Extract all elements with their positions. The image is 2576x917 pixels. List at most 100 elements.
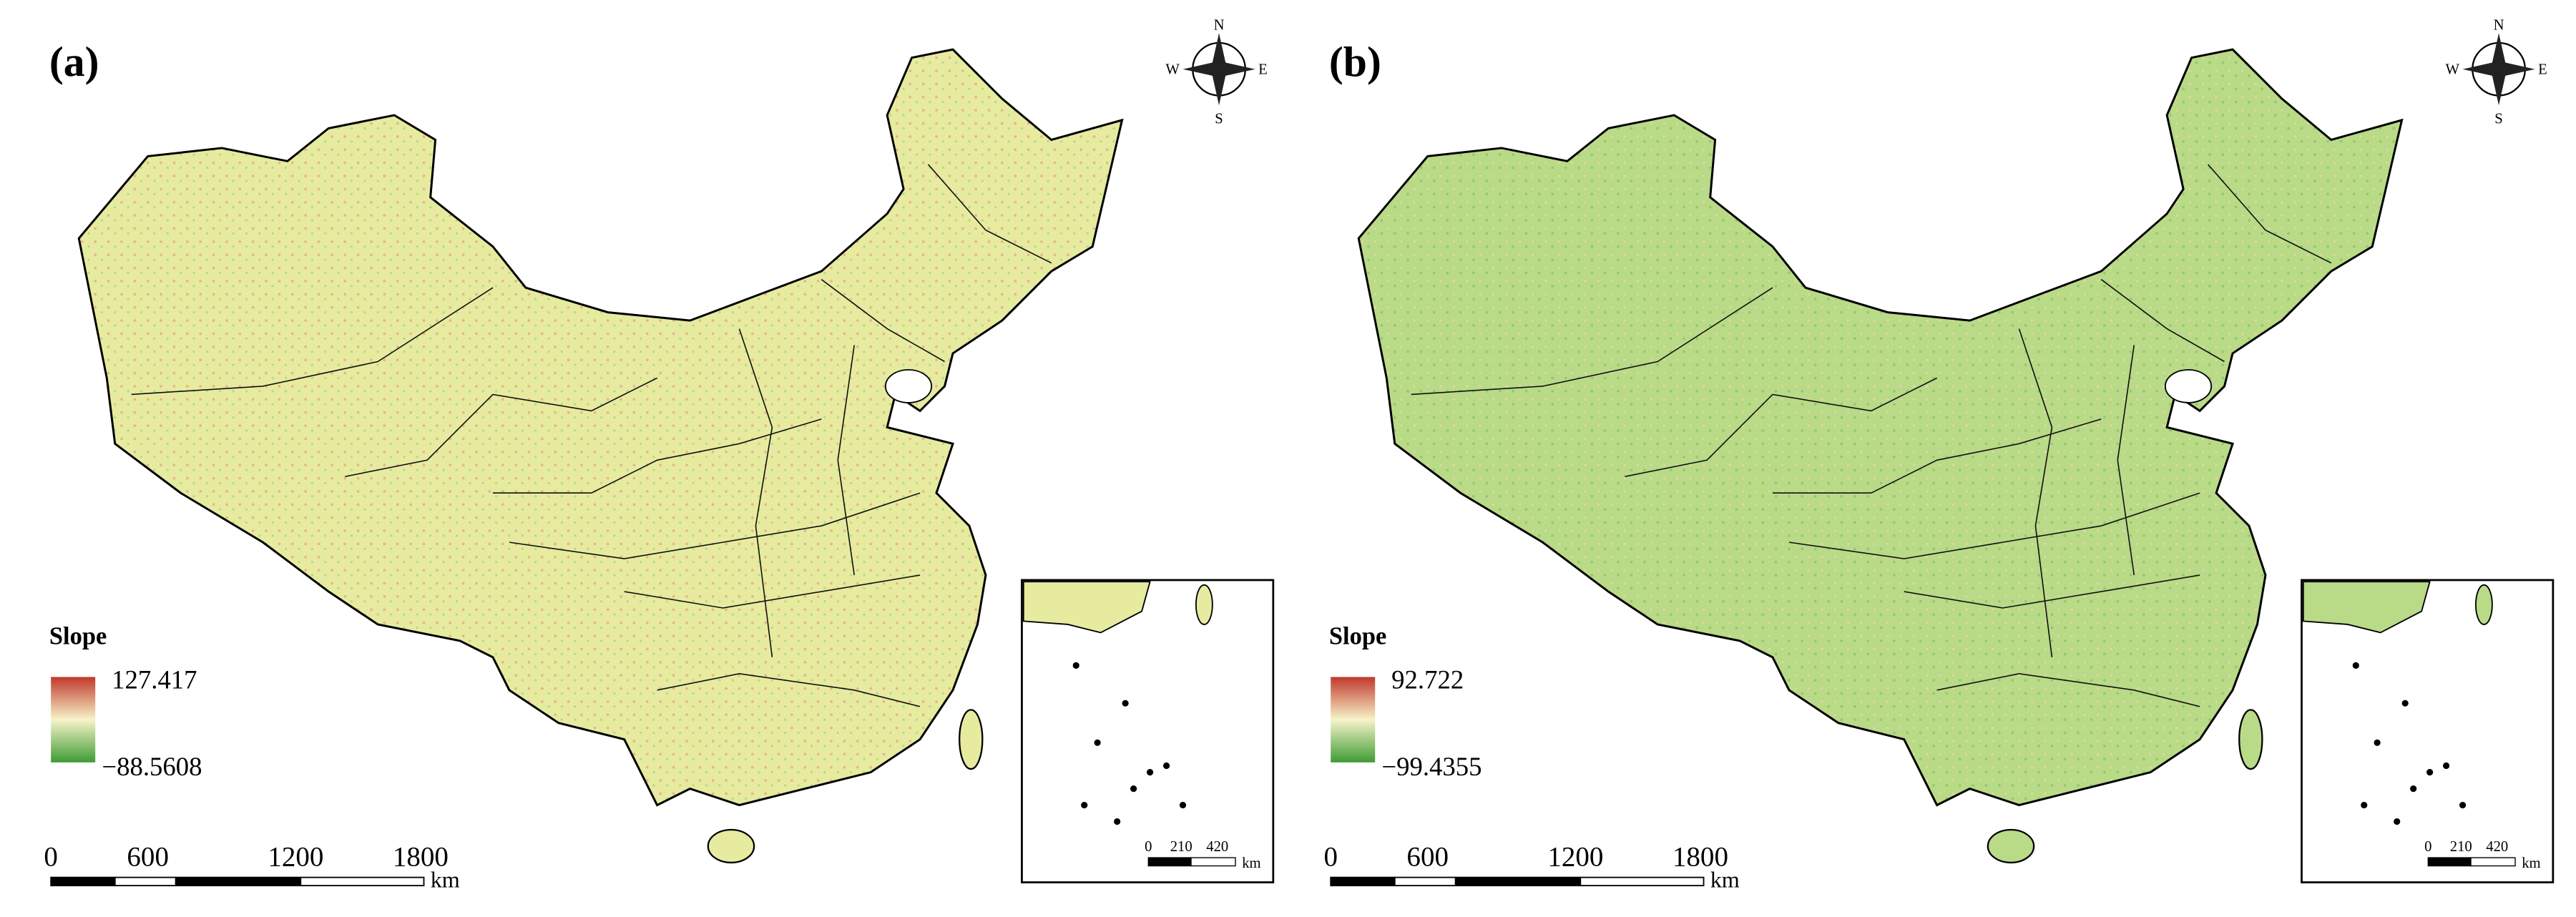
inset-scale-white <box>1190 857 1236 867</box>
inset-island <box>1179 801 1187 809</box>
province-border <box>1788 492 2200 559</box>
inset-scale-black <box>1147 857 1192 867</box>
hainan <box>707 828 755 864</box>
inset-island <box>1162 762 1170 770</box>
compass-w: W <box>1165 62 1180 78</box>
legend-colorbar <box>1331 677 1376 762</box>
scale-segment <box>114 876 177 887</box>
compass-n: N <box>2494 18 2504 34</box>
scale-tick-label: 600 <box>1406 842 1449 873</box>
inset-island <box>2401 700 2409 707</box>
inset-island <box>2352 662 2359 669</box>
taiwan <box>2238 709 2263 770</box>
inset: 0 210 420 km <box>1021 579 1275 883</box>
inset-island <box>2459 801 2467 809</box>
inset-coast <box>1022 581 1151 634</box>
inset-scale-tick-label: 0 <box>2424 839 2431 855</box>
province-border <box>2018 328 2053 657</box>
legend-min: −99.4355 <box>1381 752 1482 781</box>
hainan <box>1987 828 2035 864</box>
inset-island <box>2374 739 2381 746</box>
inset-island <box>2410 785 2417 793</box>
scale-tick-label: 1800 <box>393 842 449 873</box>
scale-segment <box>50 876 116 887</box>
inset-island <box>2394 818 2401 825</box>
panel-label: (b) <box>1329 38 1381 85</box>
province-border <box>345 377 657 478</box>
scale-segment <box>1394 876 1456 887</box>
inset-island <box>2442 762 2450 770</box>
province-border <box>509 492 921 559</box>
compass-w: W <box>2445 62 2459 78</box>
taiwan <box>959 709 984 770</box>
province-border <box>821 279 945 363</box>
inset-scale-tick-label: 210 <box>2450 839 2472 855</box>
scale-segment <box>1330 876 1396 887</box>
province-border <box>1772 418 2102 494</box>
legend-max: 92.722 <box>1391 665 1464 695</box>
scale-unit: km <box>1710 866 1740 892</box>
inset-island <box>1114 818 1121 825</box>
bohai-sea <box>2164 369 2213 403</box>
legend-max: 127.417 <box>112 665 197 695</box>
scale-tick-label: 600 <box>127 842 169 873</box>
legend-title: Slope <box>49 623 107 650</box>
inset-scale-unit: km <box>2522 855 2540 871</box>
inset-island <box>1081 801 1088 809</box>
inset-scale-white <box>2470 857 2516 867</box>
province-border <box>624 574 921 609</box>
compass-e: E <box>1258 62 1268 78</box>
scale-segment <box>1454 876 1582 887</box>
compass-e: E <box>2538 62 2547 78</box>
inset-island <box>2361 801 2368 809</box>
country-map <box>1357 48 2404 807</box>
scale-tick-label: 1200 <box>268 842 323 873</box>
scale-tick-label: 1800 <box>1673 842 1728 873</box>
scale-tick-label: 0 <box>1323 842 1338 873</box>
inset-taiwan <box>2474 584 2493 625</box>
inset-island <box>1146 769 1154 776</box>
scale-segment <box>175 876 302 887</box>
legend-colorbar <box>51 677 96 762</box>
province-border <box>2100 279 2225 363</box>
inset-island <box>1094 739 1101 746</box>
scale-segment <box>1580 876 1705 887</box>
province-border <box>492 418 822 494</box>
province-border <box>1411 287 1773 396</box>
province-border <box>2207 164 2332 264</box>
compass-n: N <box>1214 18 1225 34</box>
inset-scale-tick-label: 420 <box>2486 839 2508 855</box>
bohai-sea <box>884 369 933 403</box>
panel-label: (a) <box>49 38 99 85</box>
inset-island <box>2426 769 2434 776</box>
inset-frame <box>1021 579 1275 883</box>
inset-scale-tick-label: 0 <box>1145 839 1152 855</box>
inset-frame <box>2301 579 2555 883</box>
scale-unit: km <box>431 866 460 892</box>
province-border <box>1625 377 1937 478</box>
legend-title: Slope <box>1329 623 1386 650</box>
scale-tick-label: 1200 <box>1547 842 1603 873</box>
inset-taiwan <box>1195 584 1213 625</box>
inset-island <box>1130 785 1137 793</box>
compass-star <box>1182 33 1255 106</box>
compass-star <box>2462 33 2535 106</box>
inset: 0 210 420 km <box>2301 579 2555 883</box>
inset-scale-tick-label: 420 <box>1206 839 1228 855</box>
inset-scale-tick-label: 210 <box>1170 839 1192 855</box>
scale-segment <box>300 876 425 887</box>
compass-s: S <box>1215 112 1223 127</box>
province-border <box>837 345 856 576</box>
compass-s: S <box>2494 112 2503 127</box>
province-border <box>657 673 921 707</box>
province-border <box>927 164 1052 264</box>
inset-island <box>1072 662 1079 669</box>
legend-min: −88.5608 <box>102 752 202 781</box>
province-border <box>131 287 494 396</box>
inset-coast <box>2302 581 2431 634</box>
scale-tick-label: 0 <box>44 842 58 873</box>
inset-scale-unit: km <box>1242 855 1260 871</box>
